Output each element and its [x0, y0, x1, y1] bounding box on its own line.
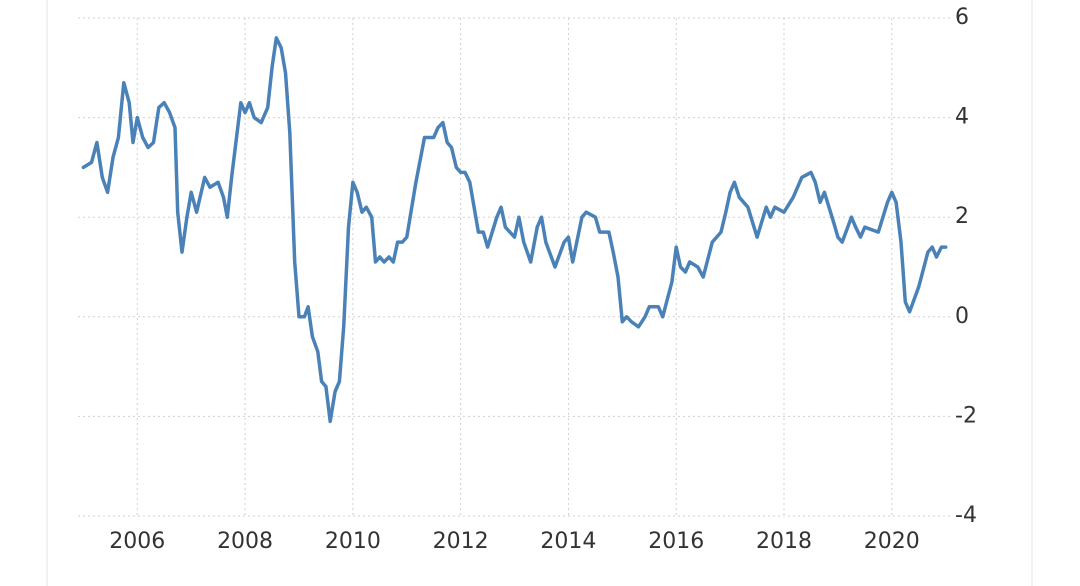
- x-tick-label: 2008: [217, 529, 273, 554]
- y-tick-label: 2: [955, 204, 969, 229]
- x-tick-label: 2020: [864, 529, 920, 554]
- y-tick-label: 4: [955, 105, 969, 130]
- x-tick-label: 2016: [648, 529, 704, 554]
- series-line: [81, 36, 948, 424]
- y-tick-label: 0: [955, 304, 969, 329]
- y-tick-label: -2: [955, 403, 977, 428]
- x-tick-label: 2014: [540, 529, 596, 554]
- y-tick-label: -4: [955, 503, 977, 528]
- x-tick-label: 2010: [325, 529, 381, 554]
- x-tick-label: 2012: [433, 529, 489, 554]
- y-tick-label: 6: [955, 5, 969, 30]
- x-tick-label: 2018: [756, 529, 812, 554]
- x-tick-label: 2006: [109, 529, 165, 554]
